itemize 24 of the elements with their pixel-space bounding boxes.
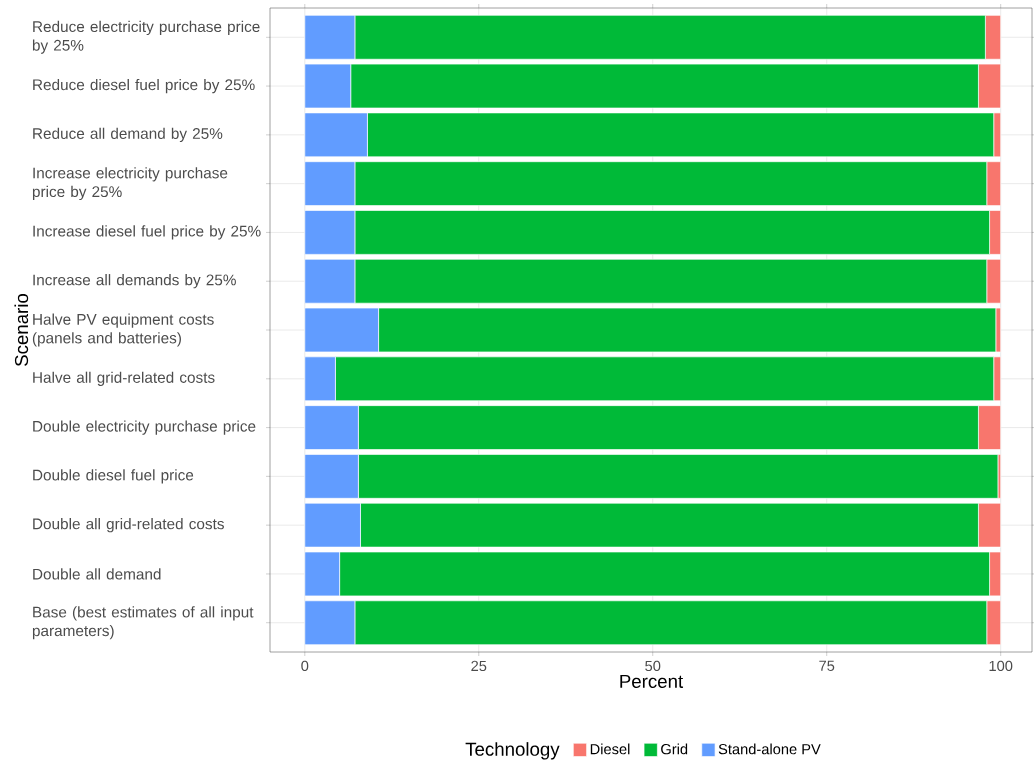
legend-label: Diesel: [590, 743, 630, 755]
x-tick-label: 75: [819, 660, 835, 671]
x-tick-label: 0: [301, 660, 309, 672]
y-tick-label: Double all grid-related costs: [33, 518, 224, 533]
legend-label: Stand-alone PV: [718, 743, 821, 755]
y-tick-label: Increase diesel fuel price by 25%: [33, 225, 261, 240]
y-tick-label: Reduce diesel fuel price by 25%: [33, 78, 255, 94]
legend-label: Grid: [661, 743, 688, 755]
y-tick-label: Halve all grid-related costs: [33, 371, 215, 386]
x-tick-label: 100: [989, 660, 1013, 672]
y-axis-title: Scenario: [14, 293, 29, 366]
x-tick-label: 50: [645, 660, 661, 672]
y-tick-label: Double electricity purchase price: [33, 420, 256, 435]
y-tick-label: Increase all demands by 25%: [33, 274, 236, 289]
y-tick-label: Double all demand: [33, 568, 161, 580]
y-tick-label: Increase electricity purchase price by 25%: [32, 167, 228, 201]
x-tick-label: 25: [471, 660, 487, 672]
legend-title: Technology: [465, 742, 560, 760]
y-tick-label: Double diesel fuel price: [33, 469, 194, 484]
y-tick-label: Halve PV equipment costs (panels and batteries): [32, 313, 214, 347]
y-tick-label: Reduce electricity purchase price by 25%: [32, 20, 260, 54]
y-tick-label: Reduce all demand by 25%: [33, 127, 223, 142]
x-axis-title: Percent: [620, 674, 684, 688]
y-tick-label: Base (best estimates of all input parameters): [32, 606, 254, 640]
